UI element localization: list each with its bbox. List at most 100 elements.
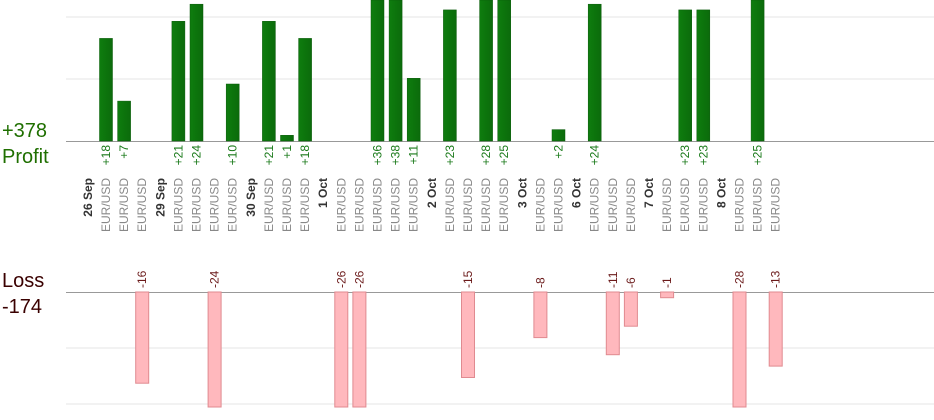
profit-value-label: +38 [389,145,403,166]
loss-bar [461,291,475,378]
value-labels: +18 +7 -16 +21 +24 -24 +10 +21 +1 +18 -26 -26 +36 +38… [99,145,783,288]
pair-label: EUR/USD [99,178,113,232]
pair-label: EUR/USD [352,178,366,232]
loss-value-label: -8 [533,277,547,288]
loss-value-label: -15 [461,270,475,288]
pair-label: EUR/USD [660,178,674,232]
profit-total: +378 [2,120,47,142]
loss-bar [623,291,638,327]
pair-label: EUR/USD [606,178,620,232]
profit-value-label: +23 [678,145,692,166]
pair-label: EUR/USD [678,178,692,232]
date-label: 8 Oct [714,178,728,208]
loss-value-label: -11 [606,271,620,288]
date-label: 30 Sep [244,178,258,217]
profit-bar [551,129,566,142]
pair-label: EUR/USD [334,178,348,232]
pair-label: EUR/USD [208,178,222,232]
pair-label: EUR/USD [389,178,403,232]
pair-label: EUR/USD [733,178,747,232]
date-label: 26 Sep [81,178,95,217]
pair-label: EUR/USD [298,178,312,232]
profit-value-label: +18 [298,145,312,166]
profit-value-label: +24 [588,145,602,166]
profit-value-label: +11 [407,145,421,165]
pair-label: EUR/USD [497,178,511,232]
pair-label: EUR/USD [552,178,566,232]
loss-value-label: -24 [208,270,222,288]
profit-bar [443,9,457,142]
profit-bar [497,0,511,142]
loss-bar [660,291,675,299]
profit-bar [99,38,113,142]
profit-bar [262,21,276,142]
pair-label: EUR/USD [533,178,547,232]
loss-value-label: -28 [733,270,747,288]
profit-bar [406,78,421,142]
bars [99,0,783,408]
loss-value-label: -26 [352,270,366,288]
profit-bar [280,135,294,142]
date-label: 2 Oct [425,178,439,208]
pair-label: EUR/USD [117,178,131,232]
profit-value-label: +21 [171,145,185,166]
profit-bar [479,0,493,142]
profit-bar [171,21,186,142]
pair-label: EUR/USD [588,178,602,232]
pair-label: EUR/USD [443,178,457,232]
profit-value-label: +23 [443,145,457,166]
profit-bar [117,100,131,142]
profit-bar [696,9,711,142]
profit-value-label: +23 [696,145,710,166]
profit-bar [189,3,204,142]
loss-bar [135,291,150,384]
pair-label: EUR/USD [624,178,638,232]
profit-value-label: +10 [226,145,240,166]
date-label: 3 Oct [515,178,529,208]
date-label: 1 Oct [316,178,330,208]
loss-bar [768,291,783,367]
profit-label: Profit [2,146,49,168]
profit-value-label: +36 [371,145,385,166]
loss-value-label: -16 [135,270,149,288]
profit-value-label: +28 [479,145,493,166]
pair-label: EUR/USD [371,178,385,232]
loss-bar [352,291,367,408]
pair-label: EUR/USD [262,178,276,232]
profit-value-label: +25 [751,145,765,166]
loss-label: Loss [2,270,44,292]
loss-bar [732,291,747,408]
date-label: 7 Oct [642,178,656,208]
loss-bar [207,291,222,408]
profit-bar [225,83,240,142]
date-label: 29 Sep [153,178,167,217]
profit-value-label: +25 [497,145,511,166]
loss-value-label: -26 [334,270,348,288]
loss-value-label: -13 [769,270,783,288]
loss-bar [533,291,548,339]
profit-value-label: +21 [262,145,276,166]
pair-label: EUR/USD [135,178,149,232]
profit-bar [587,3,602,142]
profit-value-label: +18 [99,145,113,166]
loss-bar [334,291,349,408]
x-axis-labels: 26 Sep EUR/USD EUR/USD EUR/USD 29 Sep EUR/USD… [81,178,783,232]
loss-total: -174 [2,296,42,318]
date-label: 6 Oct [570,178,584,208]
profit-value-label: +24 [190,145,204,166]
profit-value-label: +7 [117,145,131,159]
loss-bar [605,291,620,356]
profit-bar [750,0,765,142]
profit-bar [370,0,385,142]
pair-label: EUR/USD [751,178,765,232]
profit-bar [298,38,312,142]
pair-label: EUR/USD [461,178,475,232]
pair-label: EUR/USD [696,178,710,232]
loss-value-label: -1 [660,277,674,288]
pair-label: EUR/USD [190,178,204,232]
pair-label: EUR/USD [226,178,240,232]
pair-label: EUR/USD [769,178,783,232]
pair-label: EUR/USD [171,178,185,232]
profit-bar [678,9,692,142]
